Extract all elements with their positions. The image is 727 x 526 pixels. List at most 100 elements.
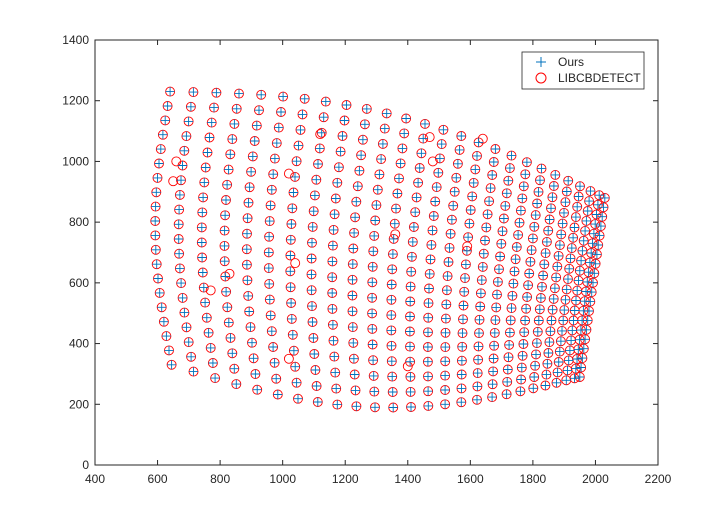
point-ours xyxy=(508,279,518,289)
point-ours xyxy=(550,170,560,180)
point-ours xyxy=(330,209,340,219)
point-ours xyxy=(489,341,499,351)
point-ours xyxy=(451,173,461,183)
point-ours xyxy=(371,200,381,210)
y-tick-label: 1200 xyxy=(62,94,89,108)
point-ours xyxy=(528,383,538,393)
point-ours xyxy=(490,328,500,338)
point-ours xyxy=(457,383,466,393)
point-ours xyxy=(151,245,161,255)
point-ours xyxy=(463,232,473,242)
y-tick-label: 600 xyxy=(69,276,89,290)
point-ours xyxy=(182,322,191,332)
point-ours xyxy=(446,229,456,239)
point-ours xyxy=(174,249,184,259)
point-ours xyxy=(579,344,589,354)
point-ours xyxy=(474,137,484,147)
point-ours xyxy=(391,204,401,214)
point-ours xyxy=(271,374,281,384)
point-ours xyxy=(554,357,564,367)
point-ours xyxy=(408,237,418,247)
point-ours xyxy=(593,200,603,210)
point-ours xyxy=(360,119,370,129)
point-ours xyxy=(356,150,366,160)
point-ours xyxy=(531,210,541,220)
point-ours xyxy=(567,325,577,335)
point-ours xyxy=(348,306,357,316)
point-ours xyxy=(387,341,396,351)
point-ours xyxy=(438,125,448,135)
point-ours xyxy=(456,397,466,407)
point-ours xyxy=(310,190,320,200)
point-ours xyxy=(153,274,163,283)
point-ours xyxy=(229,364,239,374)
point-ours xyxy=(542,359,552,369)
point-ours xyxy=(453,159,463,169)
legend-label-libcbdetect: LIBCBDETECT xyxy=(558,71,641,85)
point-ours xyxy=(504,340,514,350)
point-ours xyxy=(502,389,512,399)
point-ours xyxy=(392,189,402,198)
point-ours xyxy=(440,399,450,409)
point-ours xyxy=(254,105,264,115)
point-ours xyxy=(581,325,591,335)
point-ours xyxy=(197,253,207,262)
point-ours xyxy=(437,139,447,149)
point-ours xyxy=(440,385,450,395)
point-ours xyxy=(184,337,194,347)
point-ours xyxy=(264,247,274,257)
point-ours xyxy=(474,328,484,338)
point-ours xyxy=(340,116,349,125)
point-ours xyxy=(307,254,317,263)
point-ours xyxy=(515,218,524,228)
point-ours xyxy=(525,257,535,267)
point-ours xyxy=(502,377,512,387)
point-ours xyxy=(441,314,451,324)
point-ours xyxy=(368,355,378,365)
point-ours xyxy=(246,167,256,177)
point-ours xyxy=(174,205,184,215)
point-ours xyxy=(493,277,503,287)
x-tick-label: 1200 xyxy=(332,472,359,486)
point-ours xyxy=(490,144,500,154)
point-ours xyxy=(499,214,509,223)
point-libcbdetect-extra xyxy=(283,168,294,179)
point-ours xyxy=(309,206,319,216)
point-ours xyxy=(158,130,168,140)
point-ours xyxy=(554,251,564,261)
point-ours xyxy=(512,242,522,252)
point-ours xyxy=(252,121,262,131)
point-ours xyxy=(225,149,235,159)
point-ours xyxy=(362,104,372,114)
point-ours xyxy=(517,193,527,203)
y-axis: 0 200 400 600 800 1000 1200 1400 xyxy=(62,33,658,472)
point-ours xyxy=(537,282,547,292)
point-ours xyxy=(208,358,218,368)
point-ours xyxy=(209,103,219,113)
point-ours xyxy=(309,349,319,359)
x-axis: 400 600 800 1000 1200 1400 1600 1800 2000 2200 xyxy=(85,40,672,486)
point-ours xyxy=(533,327,543,337)
point-ours xyxy=(332,178,342,188)
point-ours xyxy=(242,229,252,239)
point-ours xyxy=(272,138,282,148)
point-ours xyxy=(556,229,566,239)
point-ours xyxy=(289,188,298,197)
point-ours xyxy=(450,187,460,197)
point-ours xyxy=(570,306,580,315)
point-ours xyxy=(430,197,440,206)
point-ours xyxy=(581,287,591,296)
point-ours xyxy=(457,370,467,379)
point-ours xyxy=(532,199,542,208)
point-ours xyxy=(423,313,433,323)
point-ours xyxy=(529,222,539,232)
point-ours xyxy=(490,315,500,325)
point-ours xyxy=(564,355,574,365)
point-ours xyxy=(250,369,260,379)
point-ours xyxy=(264,232,274,242)
point-libcbdetect-extra xyxy=(424,132,435,143)
point-ours xyxy=(163,101,173,111)
point-ours xyxy=(308,317,317,327)
point-ours xyxy=(589,268,599,278)
point-ours xyxy=(448,201,458,211)
